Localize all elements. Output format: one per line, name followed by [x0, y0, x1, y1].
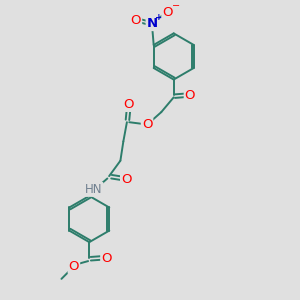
Text: −: − — [172, 2, 180, 11]
Text: O: O — [131, 14, 141, 27]
Text: O: O — [185, 89, 195, 102]
Text: N: N — [147, 17, 158, 30]
Text: O: O — [69, 260, 79, 273]
Text: O: O — [142, 118, 152, 131]
Text: O: O — [121, 173, 132, 186]
Text: O: O — [162, 6, 173, 19]
Text: O: O — [101, 252, 112, 265]
Text: +: + — [155, 13, 163, 22]
Text: HN: HN — [85, 183, 103, 196]
Text: O: O — [123, 98, 134, 111]
